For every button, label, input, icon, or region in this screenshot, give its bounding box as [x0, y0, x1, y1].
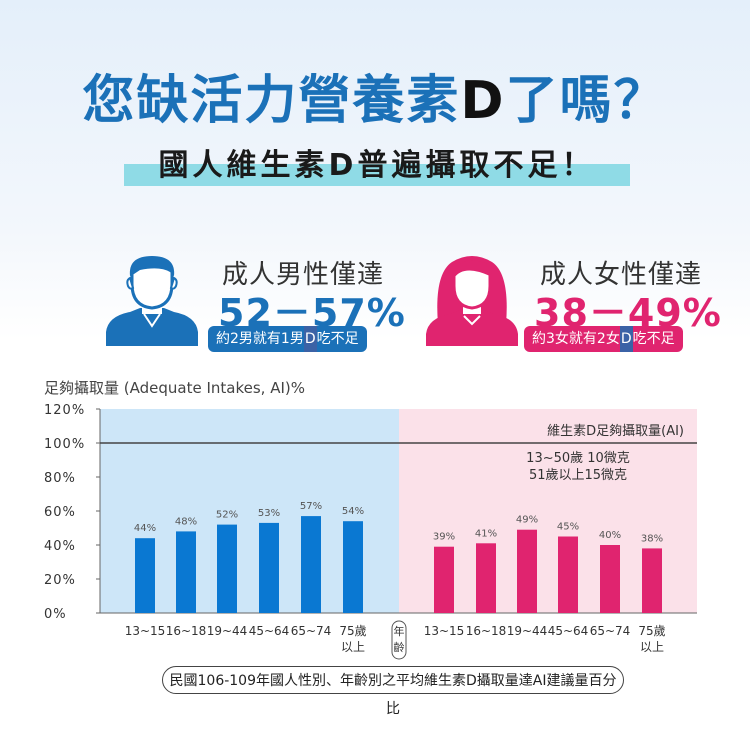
female-note-pre: 約3女就有2女 [532, 331, 620, 347]
male-x-tick-label: 13~15 [125, 624, 166, 638]
male-note-d: D [303, 326, 317, 352]
male-x-tick-label: 45~64 [249, 624, 290, 638]
female-x-tick-label: 19~44 [507, 624, 548, 638]
female-x-tick-label: 以上 [640, 640, 664, 654]
male-note-pill: 約2男就有1男D吃不足 [208, 326, 367, 352]
male-note-pre: 約2男就有1男 [216, 331, 304, 347]
subtitle-highlight [124, 164, 630, 186]
female-bar [600, 545, 620, 613]
title-end: 了嗎？ [505, 71, 668, 131]
y-tick-label: 40% [44, 539, 76, 554]
y-tick-label: 0% [44, 607, 67, 622]
x-axis-label-bracket [391, 620, 407, 660]
male-note-post: 吃不足 [316, 331, 359, 347]
male-x-tick-label: 以上 [341, 640, 365, 654]
female-note-post: 吃不足 [632, 331, 675, 347]
female-value-label: 40% [599, 530, 621, 541]
y-tick-label: 20% [44, 573, 76, 588]
male-value-label: 48% [175, 516, 197, 527]
chart-value-labels: 44% 48% 52% 53% 57% 54% 39% 41% 49% 45% 40% 38% [134, 501, 663, 544]
female-person-icon [426, 256, 518, 346]
female-value-label: 41% [475, 528, 497, 539]
male-value-label: 53% [258, 508, 280, 519]
male-value-label: 52% [216, 510, 238, 521]
y-tick-label: 60% [44, 505, 76, 520]
title-main: 您缺活力營養素 [82, 71, 461, 131]
female-x-tick-label: 13~15 [424, 624, 465, 638]
y-tick-label: 100% [44, 437, 85, 452]
male-bar [301, 516, 321, 613]
female-bar [517, 529, 537, 613]
male-x-tick-label: 16~18 [166, 624, 207, 638]
male-value-label: 44% [134, 523, 156, 534]
male-x-tick-label: 75歲 [339, 624, 366, 638]
female-value-label: 49% [516, 515, 538, 526]
female-bar [434, 546, 454, 613]
female-stat-label: 成人女性僅達 [540, 260, 703, 290]
title-d: D [460, 71, 506, 131]
male-bar [217, 524, 237, 613]
reference-note: 51歲以上15微克 [529, 468, 627, 483]
male-x-tick-label: 19~44 [207, 624, 248, 638]
male-bar [343, 521, 363, 613]
chart-title: 足夠攝取量 (Adequate Intakes, AI)% [44, 379, 305, 397]
subtitle: 國人維生素D普遍攝取不足！ [158, 148, 596, 183]
male-value-label: 57% [300, 501, 322, 512]
female-note-pill: 約3女就有2女D吃不足 [524, 326, 683, 352]
male-value-label: 54% [342, 506, 364, 517]
male-bar [135, 538, 155, 613]
female-value-label: 38% [641, 533, 663, 544]
chart-footnote: 民國106-109年國人性別、年齡別之平均維生素D攝取量達AI建議量百分比 [162, 666, 624, 717]
male-x-tick-label: 65~74 [291, 624, 332, 638]
reference-note: 13~50歲 10微克 [526, 451, 630, 466]
female-value-label: 39% [433, 532, 455, 543]
female-x-tick-label: 65~74 [590, 624, 631, 638]
bar-chart: 0% 20% 40% 60% 80% 100% 120% 44% 48% 52% 53% 57% 54… [44, 403, 697, 660]
x-axis-label: 齡 [394, 640, 405, 654]
female-note-d: D [619, 326, 633, 352]
male-stat-label: 成人男性僅達 [222, 260, 385, 290]
female-bar [558, 536, 578, 613]
female-x-tick-label: 75歲 [638, 624, 665, 638]
y-tick-label: 120% [44, 403, 85, 418]
male-person-icon [106, 256, 198, 346]
chart-reference: 維生素D足夠攝取量(AI) 13~50歲 10微克 51歲以上15微克 [100, 423, 697, 483]
female-bar [476, 543, 496, 613]
y-tick-label: 80% [44, 471, 76, 486]
x-axis-label: 年 [394, 624, 405, 638]
female-bar [642, 548, 662, 613]
female-value-label: 45% [557, 522, 579, 533]
female-x-tick-label: 45~64 [548, 624, 589, 638]
page-title: 您缺活力營養素D了嗎？ [0, 66, 750, 136]
male-bar [259, 522, 279, 613]
subtitle-block: 國人維生素D普遍攝取不足！ [124, 146, 630, 188]
male-bar [176, 531, 196, 613]
chart-y-ticks: 0% 20% 40% 60% 80% 100% 120% [44, 403, 100, 622]
chart-bars [135, 516, 662, 613]
reference-line-label: 維生素D足夠攝取量(AI) [547, 423, 684, 439]
female-x-tick-label: 16~18 [466, 624, 507, 638]
